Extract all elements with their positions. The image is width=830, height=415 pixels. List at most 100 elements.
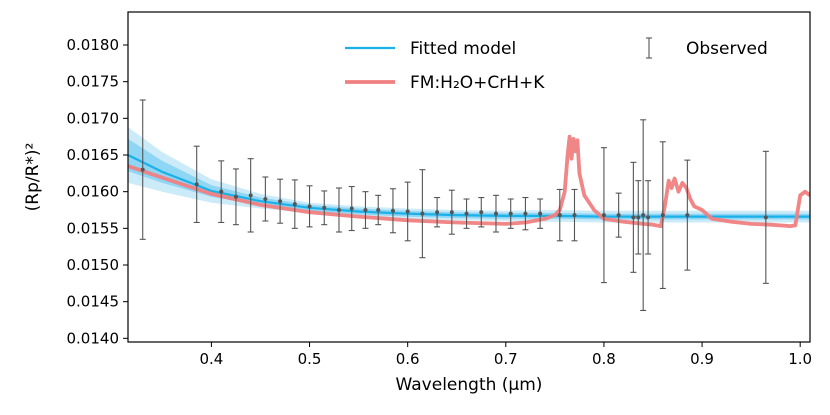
plot-area xyxy=(128,99,810,312)
y-tick-label: 0.0180 xyxy=(67,36,120,54)
observed-point xyxy=(306,185,313,228)
x-tick-label: 0.6 xyxy=(396,350,420,368)
x-tick-label: 0.7 xyxy=(494,350,518,368)
observed-point xyxy=(335,187,342,233)
x-tick-label: 0.9 xyxy=(690,350,714,368)
y-axis-label: (Rp/R*)² xyxy=(23,143,43,212)
data-marker xyxy=(763,215,768,220)
y-tick-label: 0.0160 xyxy=(67,183,120,201)
observed-point xyxy=(640,119,647,312)
observed-point xyxy=(375,194,382,226)
legend: Fitted model FM:H₂O+CrH+K Observed xyxy=(345,37,768,93)
y-tick-label: 0.0150 xyxy=(67,256,120,274)
observed-point xyxy=(684,159,691,271)
confidence-band-2 xyxy=(128,138,810,220)
observed-point xyxy=(600,147,607,284)
legend-label-fitted-model: Fitted model xyxy=(410,39,516,59)
observed-point xyxy=(659,141,666,290)
observed-point xyxy=(139,99,146,240)
observed-point xyxy=(571,188,578,242)
observed-point xyxy=(556,188,563,242)
data-marker xyxy=(292,202,297,207)
observed-point xyxy=(262,176,269,222)
data-marker xyxy=(631,215,636,220)
y-tick-label: 0.0175 xyxy=(67,73,120,91)
plot-frame xyxy=(127,11,811,343)
data-marker xyxy=(601,213,606,218)
data-marker xyxy=(336,208,341,212)
data-marker xyxy=(523,211,528,216)
axes: 0.4 0.5 0.6 0.7 0.8 0.9 1.0 0.0140 0.0145 0.0150 0… xyxy=(23,11,812,395)
observed-point xyxy=(247,158,254,233)
plot-clip-group xyxy=(128,99,810,312)
data-marker xyxy=(435,210,440,215)
data-marker xyxy=(376,208,381,212)
fitted-model-line xyxy=(128,154,810,218)
observed-point xyxy=(615,192,622,238)
observed-point xyxy=(404,181,411,242)
observed-point xyxy=(463,198,470,229)
data-marker xyxy=(405,209,410,214)
data-marker xyxy=(322,205,327,210)
observed-point xyxy=(492,194,499,233)
data-marker xyxy=(349,206,354,211)
x-tick-label: 1.0 xyxy=(788,350,812,368)
legend-swatch-observed xyxy=(646,37,652,59)
data-marker xyxy=(464,211,469,216)
data-marker xyxy=(508,211,513,216)
x-tick-label: 0.4 xyxy=(199,350,223,368)
data-marker xyxy=(219,189,224,194)
data-marker xyxy=(390,208,395,213)
observed-point xyxy=(635,180,642,255)
observed-point xyxy=(277,178,284,224)
x-tick-label: 0.8 xyxy=(592,350,616,368)
observed-point xyxy=(537,198,544,229)
data-marker xyxy=(140,167,145,172)
observed-point xyxy=(389,188,396,234)
data-marker xyxy=(479,210,484,215)
data-marker xyxy=(636,215,641,220)
data-marker xyxy=(557,213,562,218)
observed-point xyxy=(478,196,485,228)
y-tick-label: 0.0140 xyxy=(67,329,120,347)
data-marker xyxy=(307,204,312,209)
observed-point xyxy=(507,198,514,229)
observed-point xyxy=(348,185,355,232)
observed-point xyxy=(434,196,441,228)
data-marker xyxy=(449,210,454,215)
legend-label-observed: Observed xyxy=(686,39,768,59)
observed-point xyxy=(419,169,426,259)
data-marker xyxy=(646,215,651,220)
data-marker xyxy=(538,211,543,216)
observed-point xyxy=(362,191,369,229)
data-marker xyxy=(194,182,199,187)
data-marker xyxy=(420,211,425,216)
data-marker xyxy=(660,213,665,218)
observed-point xyxy=(232,168,239,226)
x-tick-label: 0.5 xyxy=(298,350,322,368)
data-marker xyxy=(263,197,268,201)
data-marker xyxy=(233,194,238,199)
observed-point xyxy=(762,150,769,284)
observed-point xyxy=(321,190,328,226)
legend-label-fm: FM:H₂O+CrH+K xyxy=(410,73,545,93)
data-marker xyxy=(685,213,690,218)
data-marker xyxy=(493,211,498,216)
observed-point xyxy=(291,179,298,229)
observed-point xyxy=(193,145,200,224)
data-marker xyxy=(363,208,368,212)
x-axis-label: Wavelength (μm) xyxy=(396,375,543,395)
data-marker xyxy=(616,213,621,218)
observed-point xyxy=(522,196,529,231)
y-tick-label: 0.0155 xyxy=(67,219,120,237)
data-marker xyxy=(641,213,646,218)
observed-point xyxy=(630,161,637,273)
data-marker xyxy=(572,213,577,218)
observed-point xyxy=(218,160,225,224)
confidence-band-1 xyxy=(128,127,810,223)
data-marker xyxy=(248,193,253,198)
data-marker xyxy=(278,199,283,204)
y-tick-label: 0.0145 xyxy=(67,293,120,311)
y-tick-label: 0.0165 xyxy=(67,146,120,164)
